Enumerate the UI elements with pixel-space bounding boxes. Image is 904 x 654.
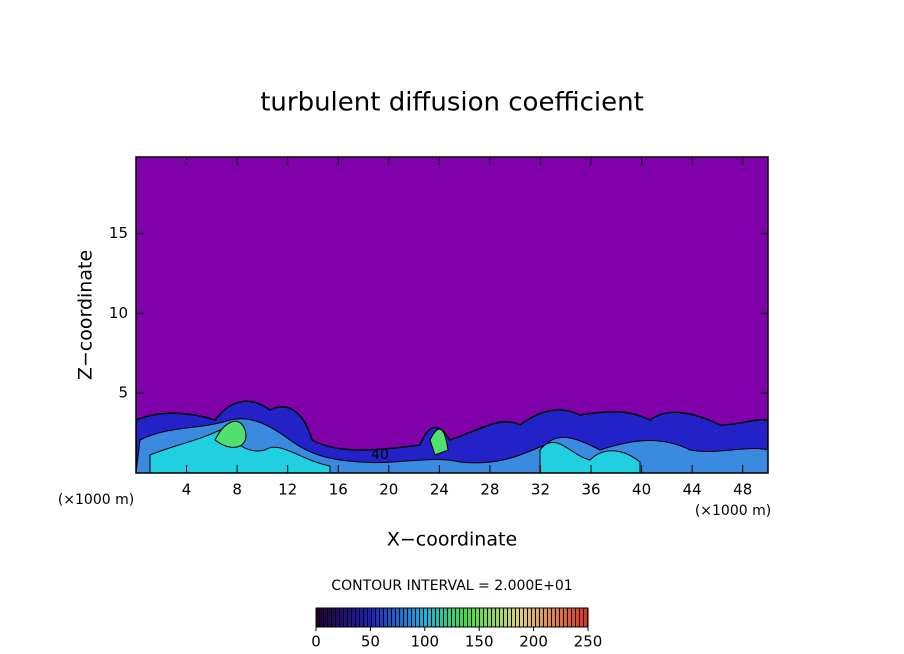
x-tick-label: 36 xyxy=(581,481,600,499)
colorbar-frame xyxy=(315,607,589,628)
contour-interval: CONTOUR INTERVAL = 2.000E+01 xyxy=(331,578,572,594)
y-axis-label: Z−coordinate xyxy=(75,250,97,380)
y-tick-label: 5 xyxy=(118,384,128,402)
y-unit: (×1000 m) xyxy=(58,492,134,508)
colorbar-tick-label: 100 xyxy=(410,633,439,651)
y-tick-label: 15 xyxy=(109,224,128,242)
x-tick-label: 32 xyxy=(531,481,550,499)
plot-frame xyxy=(135,156,769,474)
colorbar-tick-label: 150 xyxy=(465,633,494,651)
chart-title: turbulent diffusion coefficient xyxy=(260,88,644,118)
x-tick-label: 28 xyxy=(480,481,499,499)
x-tick-label: 40 xyxy=(632,481,651,499)
x-unit: (×1000 m) xyxy=(695,503,771,519)
y-tick-label: 10 xyxy=(109,304,128,322)
colorbar-tick-label: 200 xyxy=(519,633,548,651)
x-tick-label: 24 xyxy=(430,481,449,499)
colorbar-tick-label: 50 xyxy=(361,633,380,651)
x-tick-label: 16 xyxy=(329,481,348,499)
x-tick-label: 12 xyxy=(278,481,297,499)
x-tick-label: 20 xyxy=(379,481,398,499)
x-tick-label: 4 xyxy=(182,481,192,499)
x-tick-label: 8 xyxy=(232,481,242,499)
x-axis-label: X−coordinate xyxy=(387,529,517,551)
field xyxy=(136,400,768,473)
x-tick-label: 48 xyxy=(733,481,752,499)
colorbar-tick-label: 250 xyxy=(574,633,603,651)
x-tick-label: 44 xyxy=(683,481,702,499)
colorbar-tick-label: 0 xyxy=(311,633,321,651)
contour-label: 40 xyxy=(371,447,389,463)
